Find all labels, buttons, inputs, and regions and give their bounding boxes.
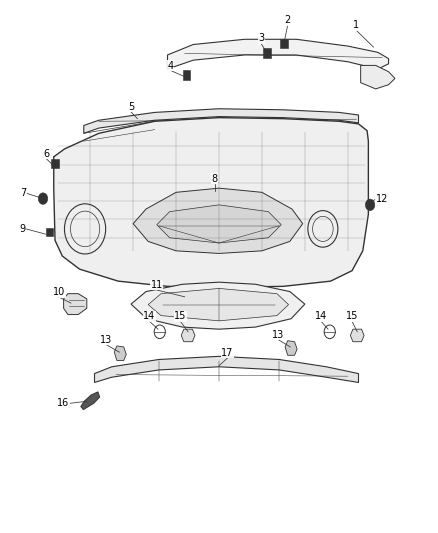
Polygon shape — [181, 329, 195, 342]
Text: 7: 7 — [21, 188, 27, 198]
Text: 6: 6 — [43, 149, 49, 159]
Polygon shape — [114, 346, 126, 360]
Text: 2: 2 — [285, 15, 291, 25]
Text: 13: 13 — [100, 335, 113, 345]
Bar — [280, 39, 288, 48]
Polygon shape — [350, 329, 364, 342]
Polygon shape — [285, 341, 297, 356]
Polygon shape — [167, 39, 389, 69]
Circle shape — [38, 193, 48, 204]
Text: 4: 4 — [168, 61, 174, 71]
Text: 13: 13 — [272, 329, 284, 340]
Polygon shape — [360, 66, 395, 89]
Text: 5: 5 — [128, 102, 134, 112]
Text: 14: 14 — [315, 311, 327, 321]
Text: 12: 12 — [376, 193, 388, 204]
Polygon shape — [54, 118, 368, 287]
Bar — [183, 70, 190, 79]
Polygon shape — [133, 188, 303, 254]
Polygon shape — [84, 109, 358, 133]
Text: 9: 9 — [20, 224, 26, 234]
Text: 3: 3 — [258, 34, 264, 44]
Bar — [51, 159, 59, 168]
Circle shape — [365, 199, 375, 211]
Bar — [263, 48, 271, 58]
Polygon shape — [157, 205, 281, 243]
Polygon shape — [148, 288, 289, 321]
Text: 15: 15 — [346, 311, 358, 321]
Text: 11: 11 — [151, 280, 163, 290]
Text: 16: 16 — [57, 398, 70, 408]
Polygon shape — [131, 282, 305, 329]
Text: 1: 1 — [353, 20, 360, 30]
Text: 15: 15 — [174, 311, 187, 321]
Text: 17: 17 — [221, 348, 234, 358]
Text: 8: 8 — [212, 174, 218, 184]
Polygon shape — [95, 357, 358, 383]
Text: 10: 10 — [53, 287, 65, 297]
Bar — [46, 228, 53, 236]
Text: 14: 14 — [143, 311, 155, 321]
Polygon shape — [64, 294, 87, 314]
Polygon shape — [81, 392, 100, 410]
